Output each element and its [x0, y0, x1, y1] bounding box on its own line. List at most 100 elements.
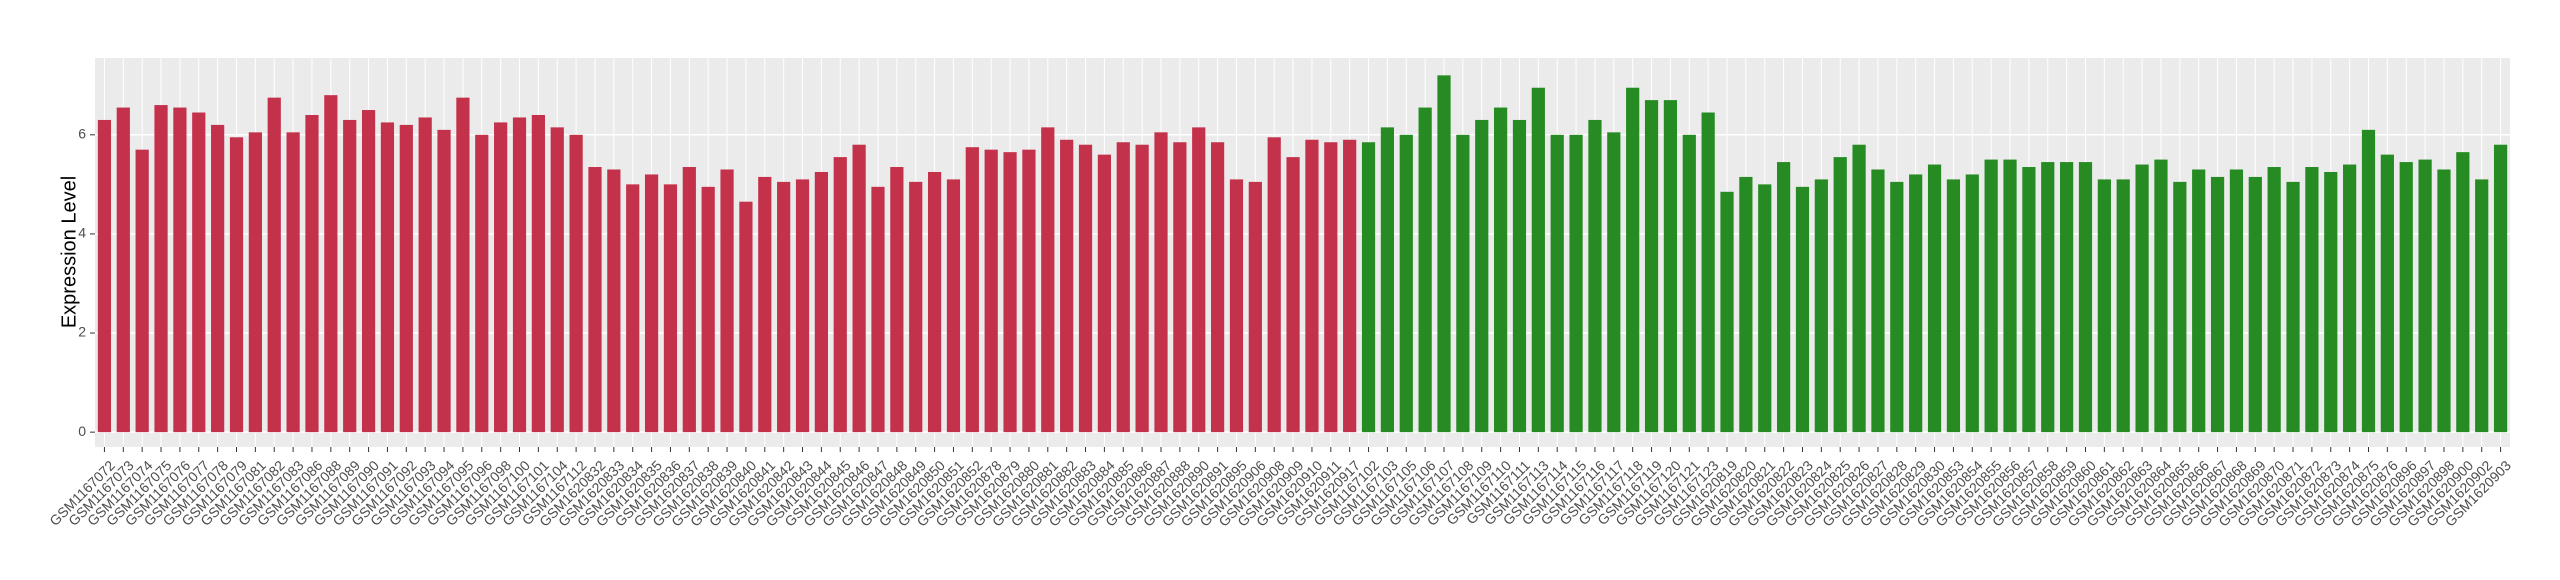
bar: [1267, 137, 1281, 433]
bar: [1607, 132, 1621, 433]
bar: [1758, 184, 1772, 433]
bar: [1795, 186, 1810, 433]
bar: [1720, 191, 1734, 433]
bar: [173, 107, 187, 433]
bar: [1173, 142, 1187, 433]
bar: [1550, 134, 1564, 433]
bar: [116, 107, 130, 433]
bar: [437, 129, 451, 433]
bar: [2493, 144, 2508, 433]
bar: [418, 117, 432, 433]
y-tick-label: 2: [78, 324, 86, 340]
bar: [1927, 164, 1942, 433]
bar: [2154, 159, 2168, 433]
bar: [1192, 127, 1206, 433]
bar: [871, 186, 885, 433]
bar: [2456, 152, 2470, 433]
bar: [1965, 174, 1979, 433]
bar: [2210, 176, 2225, 433]
bar: [2173, 181, 2187, 433]
bar: [192, 112, 206, 433]
y-tick-label: 6: [78, 126, 86, 142]
bar: [2003, 159, 2017, 433]
bar: [1361, 142, 1376, 433]
bar: [1135, 144, 1149, 433]
bar: [456, 97, 470, 433]
bar: [2286, 181, 2300, 433]
bar: [1512, 119, 1527, 433]
bar: [1229, 179, 1244, 433]
bar: [984, 149, 998, 433]
bar: [1531, 87, 1545, 433]
bar: [720, 169, 734, 433]
bar: [1456, 134, 1470, 433]
bar: [965, 147, 979, 433]
bar: [1682, 134, 1696, 433]
bar: [1475, 119, 1489, 433]
bar: [229, 137, 244, 433]
bar: [248, 132, 262, 433]
bar: [2418, 159, 2432, 433]
bar: [1248, 181, 1262, 433]
bar: [1022, 149, 1036, 433]
bar: [2022, 167, 2036, 433]
bar: [1305, 139, 1319, 433]
bar: [946, 179, 961, 433]
bar: [1852, 144, 1866, 433]
bar: [588, 167, 602, 433]
bar: [890, 167, 904, 433]
bar: [2380, 154, 2394, 433]
bar: [2041, 162, 2055, 433]
bar: [1003, 152, 1017, 433]
bar: [2324, 171, 2338, 433]
bar: [607, 169, 621, 433]
bar: [286, 132, 300, 433]
bar: [644, 174, 659, 433]
bar: [2343, 164, 2357, 433]
bar: [927, 171, 942, 433]
bar: [739, 201, 753, 433]
bar: [1437, 75, 1451, 433]
bar: [758, 176, 772, 433]
bar: [1909, 174, 1923, 433]
bar: [1210, 142, 1225, 433]
bar: [852, 144, 866, 433]
bar: [795, 179, 810, 433]
bar: [475, 134, 489, 433]
bar: [494, 122, 508, 433]
bar: [399, 124, 413, 433]
bar: [1626, 87, 1640, 433]
bar: [1871, 169, 1885, 433]
bar: [569, 134, 583, 433]
bar: [380, 122, 395, 433]
bar: [1739, 176, 1753, 433]
bar: [135, 149, 149, 433]
bar: [2229, 169, 2244, 433]
bar: [2267, 167, 2281, 433]
bar: [833, 157, 847, 433]
bar: [2248, 176, 2262, 433]
bar: [1569, 134, 1583, 433]
bar: [1644, 100, 1659, 433]
bar: [701, 186, 715, 433]
bar: [2305, 167, 2319, 433]
bar: [2399, 162, 2413, 433]
bar: [512, 117, 527, 433]
bar: [2078, 162, 2093, 433]
bar: [1116, 142, 1130, 433]
bar: [1777, 162, 1791, 433]
bar: [1154, 132, 1168, 433]
bar: [1060, 139, 1074, 433]
bar: [1588, 119, 1602, 433]
bar: [211, 124, 225, 433]
bar: [1890, 181, 1904, 433]
y-axis-label: Expression Level: [58, 176, 80, 328]
bar: [361, 110, 376, 433]
bar: [777, 181, 791, 433]
bar: [2192, 169, 2206, 433]
bar: [814, 171, 828, 433]
bar: [2437, 169, 2451, 433]
bar: [324, 95, 338, 433]
bar: [97, 119, 112, 433]
